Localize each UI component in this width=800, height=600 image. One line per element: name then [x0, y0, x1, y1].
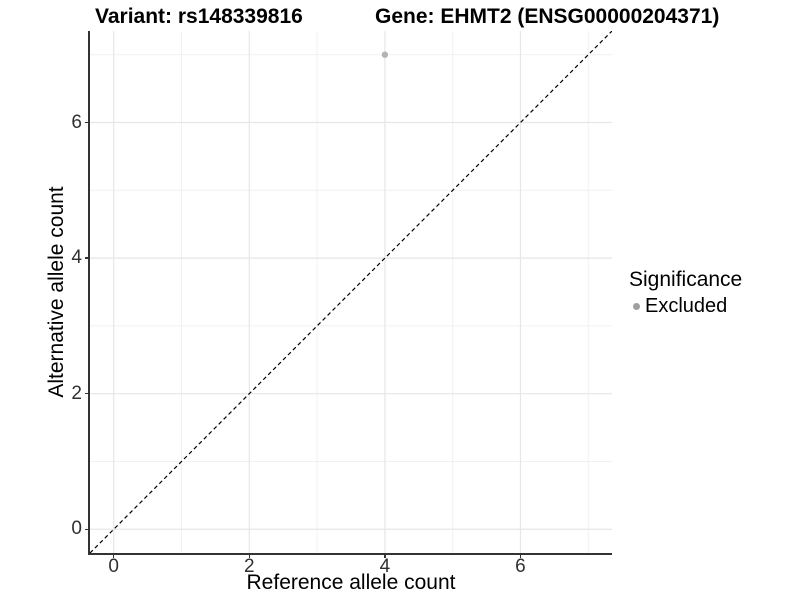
y-tick-label-1: 2 — [71, 382, 82, 404]
y-tick-mark — [85, 392, 90, 395]
x-tick-label-1: 2 — [244, 556, 255, 577]
plot-title-gene: Gene: EHMT2 (ENSG00000204371) — [375, 5, 720, 28]
data-point-excluded — [381, 51, 389, 58]
legend: Significance Excluded — [629, 267, 742, 318]
y-axis-label: Alternative allele count — [45, 186, 68, 398]
legend-point-icon — [633, 302, 640, 310]
plot-title-variant: Variant: rs148339816 — [95, 5, 303, 28]
y-tick-mark — [85, 257, 90, 259]
x-axis-label: Reference allele count — [246, 571, 456, 594]
x-tick-label-3: 6 — [515, 556, 526, 577]
y-tick-mark — [85, 528, 90, 531]
plot-area-svg — [90, 31, 612, 553]
plot-panel — [88, 31, 612, 555]
y-tick-label-3: 6 — [71, 111, 82, 133]
x-tick-mark — [519, 553, 522, 558]
y-tick-label-2: 4 — [71, 247, 82, 269]
x-tick-mark — [384, 553, 386, 558]
x-tick-mark — [112, 553, 115, 558]
y-tick-mark — [85, 121, 90, 124]
x-tick-mark — [248, 553, 251, 558]
x-tick-label-2: 4 — [379, 556, 391, 577]
y-tick-label-0: 0 — [71, 518, 82, 540]
legend-item-label: Excluded — [645, 295, 728, 317]
identity-reference-line — [90, 31, 612, 553]
legend-title: Significance — [629, 268, 743, 291]
legend-item-excluded: Excluded — [629, 294, 742, 318]
x-tick-label-0: 0 — [108, 556, 120, 577]
